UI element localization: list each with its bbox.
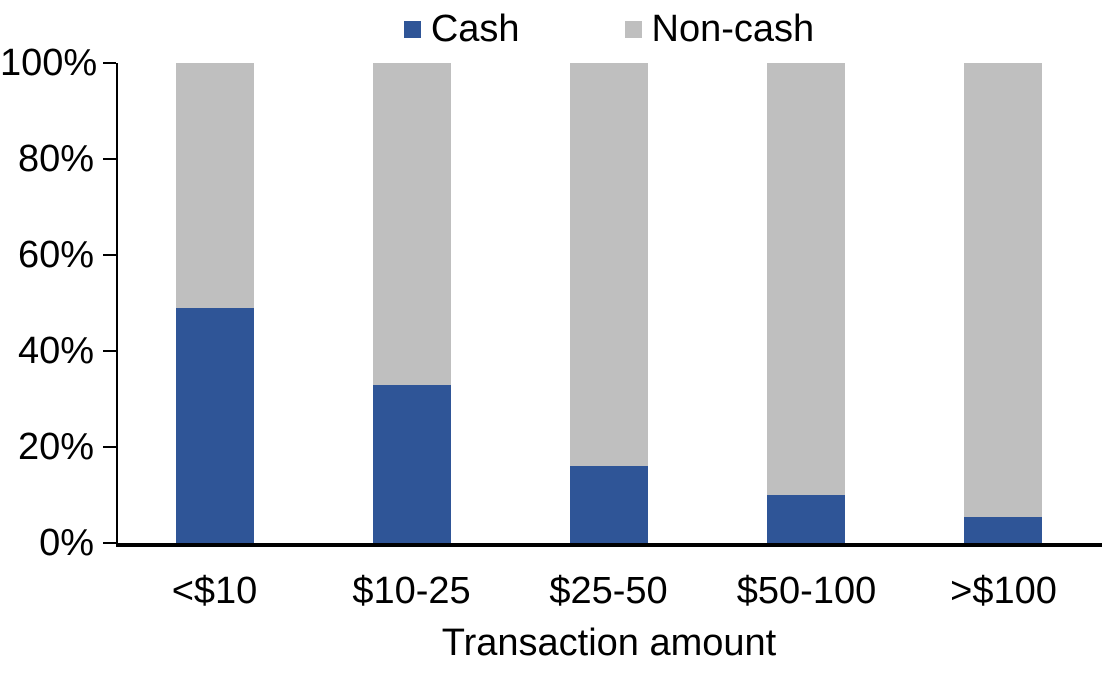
y-axis-tick xyxy=(103,254,116,256)
x-axis-line xyxy=(116,543,1102,547)
bar-segment-non-cash xyxy=(176,63,254,308)
y-axis-tick xyxy=(103,158,116,160)
legend-item-cash: Cash xyxy=(403,7,520,51)
y-axis-tick xyxy=(103,446,116,448)
bar-segment-non-cash xyxy=(767,63,845,495)
bar-segment-cash xyxy=(373,385,451,543)
y-tick-label: 100% xyxy=(0,42,98,84)
legend: Cash Non-cash xyxy=(116,7,1102,51)
bar-segment-cash xyxy=(176,308,254,543)
y-tick-label: 60% xyxy=(17,234,94,276)
y-axis-tick xyxy=(103,62,116,64)
bar-segment-cash xyxy=(964,517,1042,543)
bar-segment-non-cash xyxy=(373,63,451,385)
legend-label: Cash xyxy=(430,8,520,50)
y-tick-label: 0% xyxy=(39,522,94,564)
x-tick-label: >$100 xyxy=(950,570,1057,612)
legend-label: Non-cash xyxy=(651,8,815,50)
legend-swatch-cash xyxy=(403,20,421,38)
x-tick-label: $50-100 xyxy=(736,570,877,612)
plot-area xyxy=(116,63,1102,543)
bar-segment-cash xyxy=(767,495,845,543)
x-tick-label: $10-25 xyxy=(352,570,471,612)
y-axis-tick xyxy=(103,542,116,544)
legend-swatch-non-cash xyxy=(624,20,642,38)
y-tick-label: 80% xyxy=(17,138,94,180)
bar-segment-non-cash xyxy=(570,63,648,466)
y-axis-tick xyxy=(103,350,116,352)
y-tick-label: 20% xyxy=(17,426,94,468)
bar-segment-cash xyxy=(570,466,648,543)
x-axis-title: Transaction amount xyxy=(441,622,777,664)
y-tick-label: 40% xyxy=(17,330,94,372)
x-tick-label: <$10 xyxy=(171,570,258,612)
legend-item-non-cash: Non-cash xyxy=(624,7,815,51)
bar-segment-non-cash xyxy=(964,63,1042,517)
x-tick-label: $25-50 xyxy=(549,570,668,612)
